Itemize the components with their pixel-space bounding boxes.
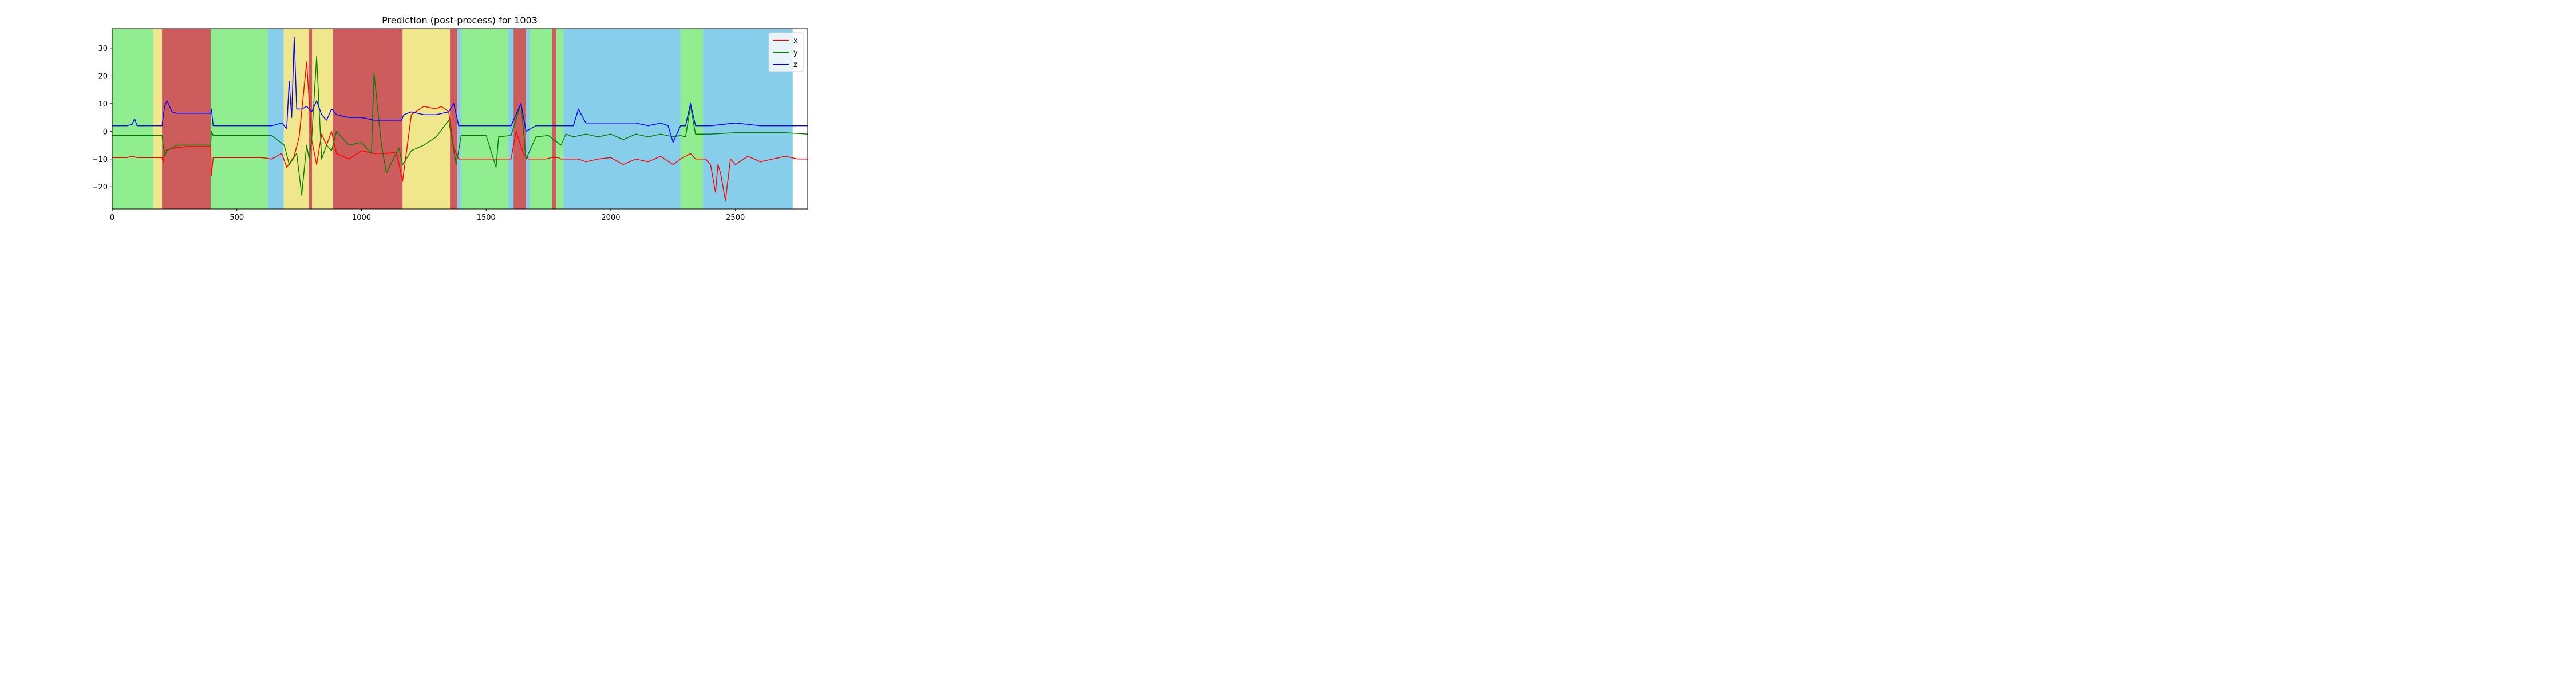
class-segment-0 [112, 29, 153, 209]
class-segment-17 [552, 29, 557, 209]
class-segment-4 [268, 29, 284, 209]
class-segment-12 [461, 29, 509, 209]
series-line-z [112, 36, 808, 143]
y-tick-label: 30 [98, 45, 108, 53]
class-segment-3 [211, 29, 268, 209]
x-tick-label: 500 [230, 214, 244, 222]
y-tick-label: −20 [92, 183, 108, 192]
y-tick-label: 20 [98, 72, 108, 81]
class-segment-2 [162, 29, 211, 209]
series-line-x [112, 61, 808, 202]
class-segment-14 [513, 29, 526, 209]
class-segment-16 [530, 29, 552, 209]
class-segment-13 [508, 29, 514, 209]
legend-label-z: z [793, 61, 797, 69]
prediction-chart: Prediction (post-process) for 1003 0 500 1… [92, 15, 808, 222]
y-tick-label: −10 [92, 156, 108, 164]
class-segment-19 [563, 29, 681, 209]
x-tick-label: 0 [110, 214, 114, 222]
y-tick-label: 10 [98, 100, 108, 109]
x-tick-label: 1000 [352, 214, 371, 222]
class-segment-15 [526, 29, 530, 209]
segments-layer [112, 29, 808, 209]
class-segment-5 [283, 29, 309, 209]
legend: xyz [768, 32, 804, 72]
x-axis: 0 500 1000 1500 2000 2500 [110, 209, 745, 222]
x-tick-label: 2500 [726, 214, 745, 222]
chart-title: Prediction (post-process) for 1003 [382, 15, 538, 26]
class-segment-9 [402, 29, 451, 209]
class-segment-1 [153, 29, 163, 209]
legend-label-x: x [793, 37, 798, 45]
y-tick-label: 0 [103, 128, 108, 136]
series-line-y [112, 56, 808, 196]
legend-label-y: y [793, 49, 798, 57]
class-segment-7 [312, 29, 333, 209]
plot-frame [112, 28, 808, 210]
class-segment-20 [680, 29, 704, 209]
y-axis: −20 −10 0 10 20 30 [92, 45, 112, 192]
x-tick-label: 2000 [601, 214, 620, 222]
class-segment-11 [457, 29, 461, 209]
class-segment-18 [556, 29, 564, 209]
series-layer [112, 36, 808, 202]
x-tick-label: 1500 [477, 214, 496, 222]
class-segment-10 [450, 29, 458, 209]
